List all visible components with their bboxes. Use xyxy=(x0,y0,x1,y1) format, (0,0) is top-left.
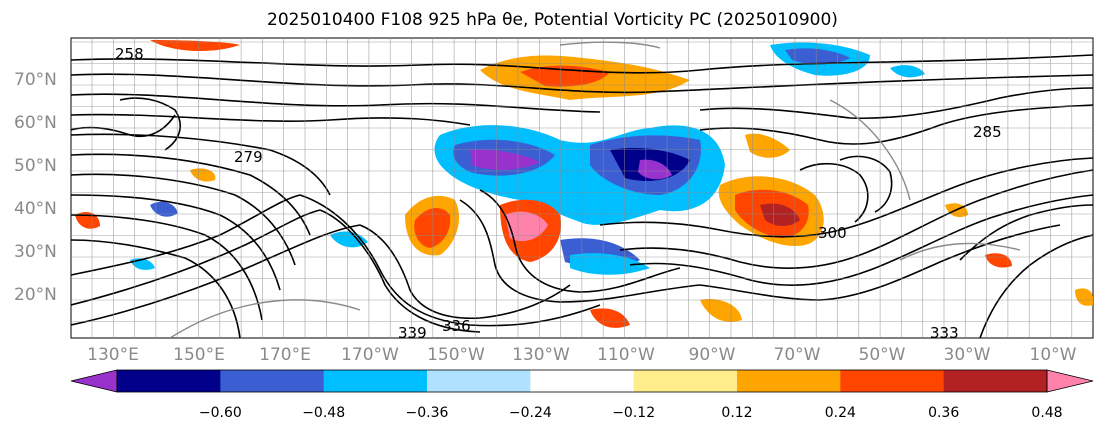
lon-tick: 90°W xyxy=(689,345,736,365)
contour-label: 300 xyxy=(818,224,847,242)
colorbar-segment xyxy=(943,370,1048,392)
colorbar-tick-label: −0.24 xyxy=(509,405,552,421)
lon-tick: 30°W xyxy=(944,345,991,365)
lon-tick: 50°W xyxy=(859,345,906,365)
map-plot-area xyxy=(71,38,1093,338)
colorbar-extend-low xyxy=(70,369,118,393)
colorbar-segment xyxy=(633,370,738,392)
lat-tick: 20°N xyxy=(14,285,57,305)
lat-tick: 50°N xyxy=(14,156,57,176)
latitude-ticks: 70°N 60°N 50°N 40°N 30°N 20°N xyxy=(14,70,57,305)
lat-tick: 40°N xyxy=(14,199,57,219)
contour-label: 258 xyxy=(115,45,144,63)
lon-tick: 150°E xyxy=(173,345,225,365)
lon-tick: 110°W xyxy=(597,345,655,365)
colorbar-tick-label: 0.36 xyxy=(928,405,959,421)
lat-tick: 70°N xyxy=(14,70,57,90)
colorbar-extend-high xyxy=(1046,369,1094,393)
colorbar: −0.60 −0.48 −0.36 −0.24 −0.12 0.12 0.24 0.36 0.4… xyxy=(70,369,1094,421)
colorbar-tick-label: −0.60 xyxy=(199,405,242,421)
lon-tick: 170°W xyxy=(341,345,399,365)
lon-tick: 130°W xyxy=(512,345,570,365)
lat-tick: 60°N xyxy=(14,113,57,133)
lon-tick: 70°W xyxy=(774,345,821,365)
lon-tick: 170°E xyxy=(259,345,311,365)
reference-arcs xyxy=(169,41,1021,338)
contour-label: 339 xyxy=(398,324,427,342)
colorbar-tick-label: −0.48 xyxy=(302,405,345,421)
contour-label: 333 xyxy=(930,324,959,342)
lat-tick: 30°N xyxy=(14,242,57,262)
colorbar-segment xyxy=(117,370,221,392)
colorbar-segment xyxy=(840,370,945,392)
colorbar-segment xyxy=(737,370,841,392)
colorbar-tick-label: 0.24 xyxy=(825,405,856,421)
longitude-ticks: 130°E 150°E 170°E 170°W 150°W 130°W 110°… xyxy=(87,345,1077,365)
contour-label: 336 xyxy=(442,317,471,335)
colorbar-tick-label: 0.12 xyxy=(721,405,752,421)
colorbar-segment xyxy=(427,370,531,392)
colorbar-frame xyxy=(116,369,1048,393)
colorbar-segment xyxy=(530,370,635,392)
graticule xyxy=(71,38,1093,338)
colorbar-tick-label: 0.48 xyxy=(1031,405,1062,421)
theta-e-contours xyxy=(71,54,1093,338)
lon-tick: 10°W xyxy=(1030,345,1077,365)
lon-tick: 130°E xyxy=(87,345,139,365)
colorbar-tick-label: −0.12 xyxy=(612,405,655,421)
plot-title: 2025010400 F108 925 hPa θe, Potential Vo… xyxy=(267,10,838,30)
contour-label: 279 xyxy=(234,148,263,166)
contour-labels: 258 279 285 336 339 333 300 xyxy=(115,45,1002,342)
colorbar-segment xyxy=(220,370,325,392)
colorbar-segment xyxy=(323,370,428,392)
lon-tick: 150°W xyxy=(427,345,485,365)
contour-label: 285 xyxy=(973,123,1002,141)
colorbar-tick-label: −0.36 xyxy=(406,405,449,421)
